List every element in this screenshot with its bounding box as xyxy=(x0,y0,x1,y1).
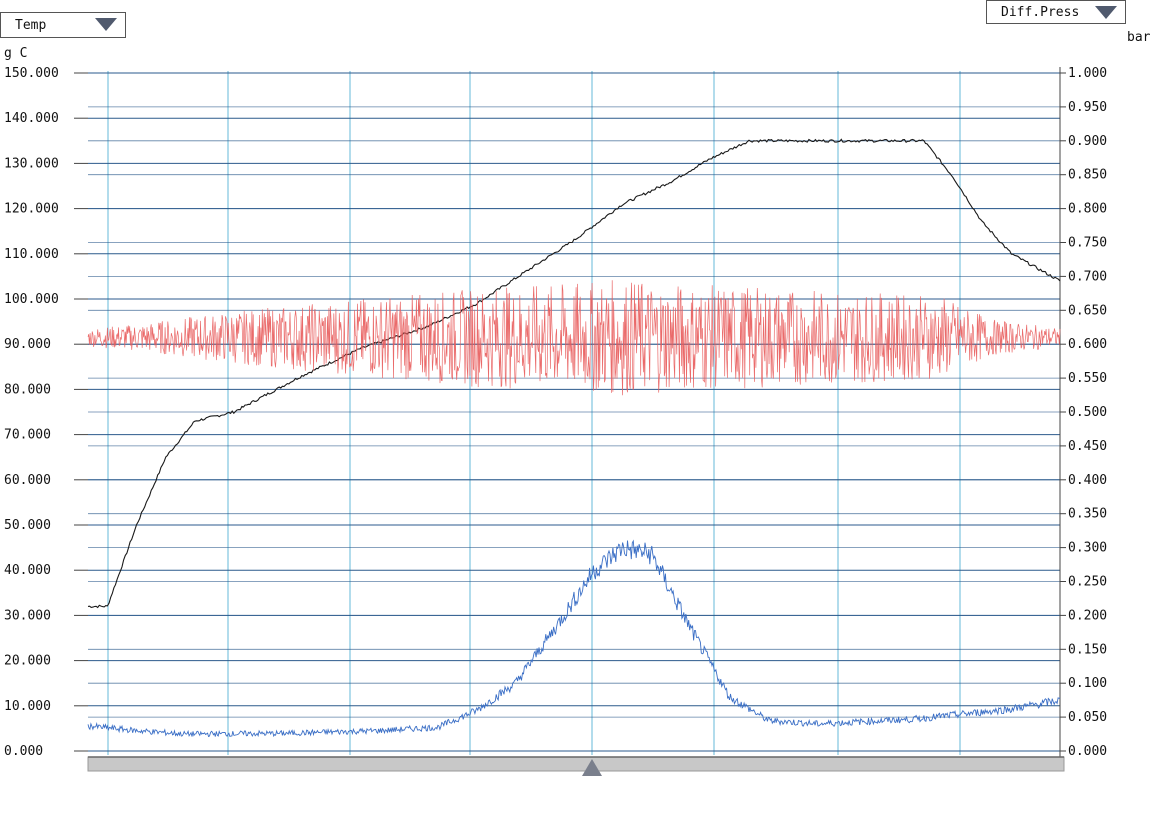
right-axis-tick-label: 0.950 xyxy=(1068,100,1107,115)
diff-press-selector-label: Diff.Press xyxy=(1001,4,1080,20)
chart-series xyxy=(87,138,1061,738)
left-axis-ticks: 150.000 140.000 130.000 120.000 110.000 100.0… xyxy=(4,66,88,759)
left-axis-tick-label: 90.000 xyxy=(4,337,51,352)
right-axis-tick-label: 0.300 xyxy=(1068,541,1107,556)
right-axis-tick-label: 0.650 xyxy=(1068,303,1107,318)
left-axis-tick-label: 50.000 xyxy=(4,518,51,533)
left-axis-tick-label: 120.000 xyxy=(4,202,59,217)
diff-pressure-series-line xyxy=(87,539,1061,738)
right-axis-tick-label: 0.150 xyxy=(1068,642,1107,657)
right-axis-tick-label: 0.350 xyxy=(1068,507,1107,522)
time-scrollbar xyxy=(87,756,1065,776)
right-axis-tick-label: 0.800 xyxy=(1068,202,1107,217)
left-axis-tick-label: 20.000 xyxy=(4,654,51,669)
scrollbar-thumb-icon[interactable] xyxy=(582,759,602,776)
temperature-series-line xyxy=(87,138,1061,609)
right-axis-tick-label: 0.400 xyxy=(1068,473,1107,488)
left-axis-tick-label: 100.000 xyxy=(4,292,59,307)
right-axis-tick-label: 0.450 xyxy=(1068,439,1107,454)
oscillation-series-line xyxy=(87,280,1061,396)
right-axis-tick-label: 0.250 xyxy=(1068,575,1107,590)
right-axis-tick-label: 0.100 xyxy=(1068,676,1107,691)
right-axis-tick-label: 0.600 xyxy=(1068,337,1107,352)
scrollbar-track xyxy=(87,756,1065,772)
left-axis-tick-label: 0.000 xyxy=(4,744,43,759)
left-axis-tick-label: 80.000 xyxy=(4,382,51,397)
left-axis-tick-label: 140.000 xyxy=(4,111,59,126)
right-axis-tick-label: 0.700 xyxy=(1068,269,1107,284)
left-axis-unit: g C xyxy=(4,46,28,61)
right-axis-tick-label: 1.000 xyxy=(1068,66,1107,81)
left-axis-tick-label: 40.000 xyxy=(4,563,51,578)
left-axis-tick-label: 70.000 xyxy=(4,428,51,443)
right-axis-tick-label: 0.200 xyxy=(1068,608,1107,623)
right-axis-unit: bar xyxy=(1127,30,1151,45)
left-axis-tick-label: 130.000 xyxy=(4,156,59,171)
diff-press-selector-dropdown[interactable]: Diff.Press xyxy=(986,0,1126,24)
right-axis-ticks: 1.000 0.950 0.900 0.850 0.800 0.750 0.700 0.650… xyxy=(1059,66,1107,759)
left-axis-tick-label: 10.000 xyxy=(4,699,51,714)
right-axis-tick-label: 0.500 xyxy=(1068,405,1107,420)
right-axis-tick-label: 0.550 xyxy=(1068,371,1107,386)
left-axis-tick-label: 110.000 xyxy=(4,247,59,262)
left-axis-tick-label: 30.000 xyxy=(4,608,51,623)
right-axis-tick-label: 0.850 xyxy=(1068,168,1107,183)
temp-selector-dropdown[interactable]: Temp xyxy=(0,12,126,38)
left-axis-tick-label: 150.000 xyxy=(4,66,59,81)
right-axis-tick-label: 0.000 xyxy=(1068,744,1107,759)
right-axis-tick-label: 0.750 xyxy=(1068,236,1107,251)
chevron-down-icon xyxy=(1095,6,1117,19)
right-axis-tick-label: 0.900 xyxy=(1068,134,1107,149)
right-axis-tick-label: 0.050 xyxy=(1068,710,1107,725)
temp-selector-label: Temp xyxy=(15,17,47,33)
left-axis-tick-label: 60.000 xyxy=(4,473,51,488)
chevron-down-icon xyxy=(95,18,117,31)
